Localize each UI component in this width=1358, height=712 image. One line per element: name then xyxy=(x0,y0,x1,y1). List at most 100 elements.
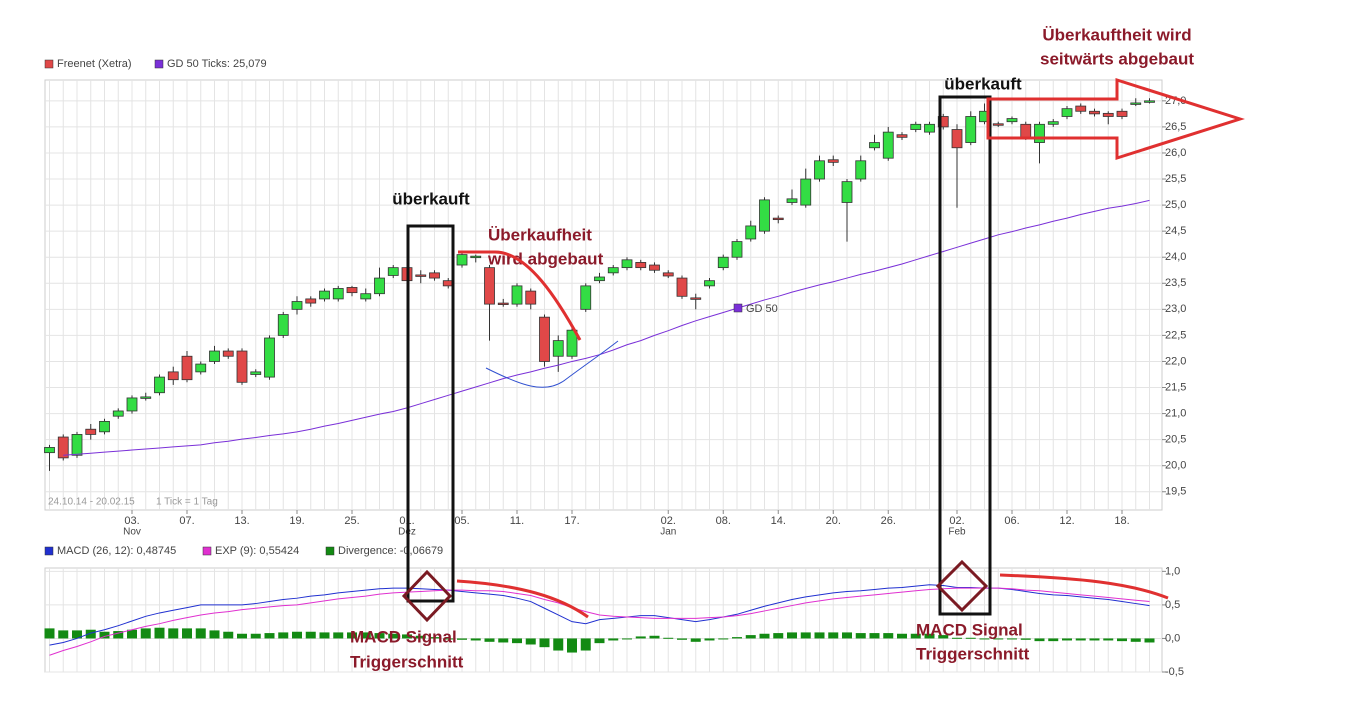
divergence-bar xyxy=(1048,638,1059,642)
candle-body xyxy=(360,293,372,300)
divergence-bar xyxy=(1034,638,1045,642)
candle-body xyxy=(332,288,344,300)
divergence-bar xyxy=(732,637,742,639)
candle-body xyxy=(855,160,867,180)
divergence-bar xyxy=(525,638,536,645)
y-tick-label: 24,0 xyxy=(1165,251,1186,263)
highlight-box xyxy=(938,95,992,616)
x-tick-label: 14. xyxy=(771,515,786,527)
candle-body xyxy=(786,198,798,203)
x-tick-label: 18. xyxy=(1114,515,1129,527)
divergence-bar xyxy=(72,630,82,639)
candle-body xyxy=(566,329,578,357)
candle-body xyxy=(717,256,729,269)
legend-label: EXP (9): 0,55424 xyxy=(215,545,299,557)
candle-body xyxy=(621,259,633,269)
y-tick-label: -0,5 xyxy=(1165,666,1184,678)
candle-body xyxy=(484,267,495,305)
divergence-bar xyxy=(470,638,481,641)
divergence-bar xyxy=(374,633,385,639)
divergence-bar xyxy=(759,633,770,639)
x-tick-label: 06. xyxy=(1004,515,1019,527)
divergence-bar xyxy=(1089,638,1100,641)
line-series xyxy=(49,587,1150,656)
divergence-bar xyxy=(690,638,701,642)
candle-body xyxy=(910,123,922,130)
divergence-bar xyxy=(457,638,467,640)
candle-body xyxy=(704,280,715,287)
candle-body xyxy=(1061,108,1073,117)
candle-body xyxy=(731,241,743,258)
candle-body xyxy=(992,123,1004,126)
divergence-bar xyxy=(773,633,784,639)
divergence-bar xyxy=(1020,638,1031,640)
divergence-bar xyxy=(910,633,921,639)
candle-body xyxy=(580,285,592,310)
x-tick-label: 11. xyxy=(510,515,524,527)
divergence-bar xyxy=(553,638,564,651)
candle-body xyxy=(552,340,564,357)
divergence-bar xyxy=(85,629,96,639)
divergence-bar xyxy=(333,632,344,639)
divergence-bar xyxy=(1144,638,1155,643)
divergence-bar xyxy=(649,635,660,639)
candle-body xyxy=(937,116,949,128)
candle-body xyxy=(181,355,193,381)
divergence-bar xyxy=(580,638,591,651)
x-tick-label: 08. xyxy=(716,515,731,527)
annotation: Triggerschnitt xyxy=(350,652,464,671)
divergence-bar xyxy=(965,637,976,639)
candle-body xyxy=(745,225,757,240)
candle-body xyxy=(112,410,124,417)
candle-body xyxy=(264,337,275,378)
annotation: MACD Signal xyxy=(350,627,457,646)
x-tick-label: 05. xyxy=(454,515,469,527)
candle-body xyxy=(250,371,262,375)
candle-body xyxy=(44,447,55,454)
divergence-bar xyxy=(842,632,852,639)
line-label-swatch xyxy=(733,303,743,313)
y-tick-label: 23,0 xyxy=(1165,303,1186,315)
y-tick-label: 25,0 xyxy=(1165,199,1186,211)
annotation: Triggerschnitt xyxy=(916,644,1030,663)
candle-body xyxy=(126,397,138,412)
legend-swatch xyxy=(44,546,54,556)
candle-body xyxy=(1089,110,1100,115)
candle-body xyxy=(1144,100,1155,103)
x-tick-label: 02. xyxy=(949,515,964,527)
candle-body xyxy=(841,181,853,203)
candle-body xyxy=(690,297,702,300)
candle-body xyxy=(827,159,839,163)
divergence-bar xyxy=(512,638,522,644)
legend-swatch xyxy=(154,59,164,69)
divergence-bar xyxy=(1062,638,1072,641)
y-tick-label: 24,5 xyxy=(1165,225,1186,237)
candle-body xyxy=(154,376,165,394)
x-tick-label: 19. xyxy=(289,515,304,527)
candle-body xyxy=(195,363,207,373)
divergence-bar xyxy=(209,630,220,639)
annotation: wird abgebaut xyxy=(487,249,604,268)
divergence-bar xyxy=(814,632,825,639)
line-label: GD 50 xyxy=(746,303,778,315)
y-tick-label: 23,5 xyxy=(1165,277,1186,289)
candle-body xyxy=(415,274,427,277)
divergence-bar xyxy=(278,632,289,639)
candle-body xyxy=(1102,112,1114,117)
candle-body xyxy=(222,350,234,357)
candle-body xyxy=(1034,123,1045,143)
macd-plot xyxy=(44,567,1163,673)
divergence-bar xyxy=(292,631,302,639)
line-series xyxy=(49,584,1150,646)
legend-label: Freenet (Xetra) xyxy=(57,58,132,70)
y-tick-label: 26,5 xyxy=(1165,121,1186,133)
y-tick-label: 0,0 xyxy=(1165,632,1180,644)
candle-body xyxy=(387,267,399,276)
candle-body xyxy=(951,129,963,149)
x-tick-label: 25. xyxy=(344,515,359,527)
line-series xyxy=(63,199,1150,456)
tick-note: 1 Tick = 1 Tag xyxy=(156,497,218,508)
divergence-bar xyxy=(1130,638,1141,642)
